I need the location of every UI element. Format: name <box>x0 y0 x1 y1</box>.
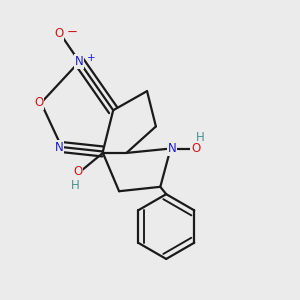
Text: N: N <box>75 55 84 68</box>
Text: N: N <box>168 142 176 155</box>
Text: O: O <box>191 142 200 155</box>
Text: O: O <box>73 165 83 178</box>
Text: O: O <box>34 96 43 110</box>
Text: −: − <box>66 26 77 39</box>
Text: N: N <box>55 141 64 154</box>
Text: H: H <box>71 179 80 192</box>
Text: +: + <box>87 53 96 63</box>
Text: O: O <box>54 27 63 40</box>
Text: H: H <box>196 131 205 144</box>
